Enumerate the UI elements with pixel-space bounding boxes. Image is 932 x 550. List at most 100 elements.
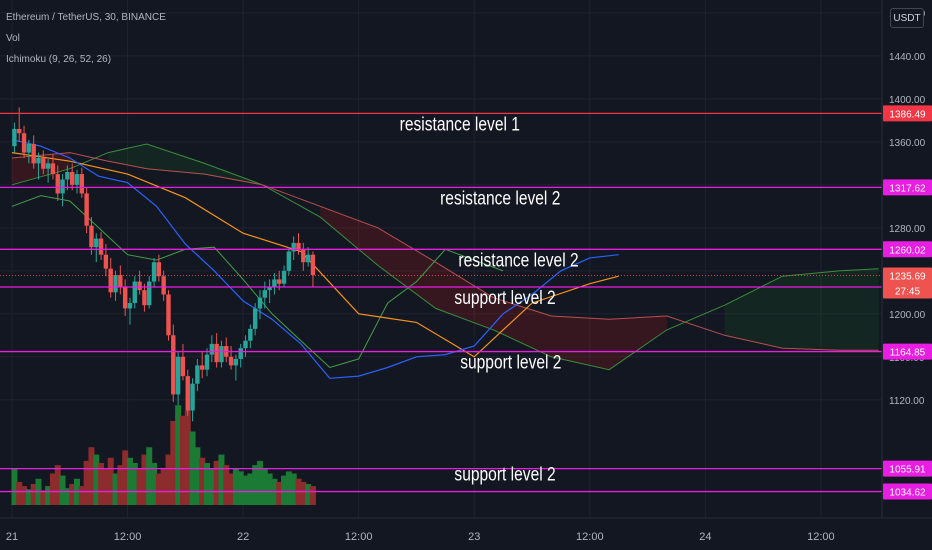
price-level-label: 1164.85 xyxy=(890,348,926,359)
volume-bar xyxy=(261,468,268,505)
currency-button[interactable]: USDT xyxy=(890,8,924,28)
volume-bar xyxy=(290,473,297,505)
candle-body xyxy=(151,262,157,282)
time-tick-label: 12:00 xyxy=(345,531,373,543)
volume-bar xyxy=(64,488,71,505)
price-level-tag xyxy=(883,241,932,258)
candle-body xyxy=(228,356,234,366)
candle-body xyxy=(41,157,46,169)
candle-body xyxy=(291,242,296,252)
candle-body xyxy=(233,358,239,366)
volume-bar xyxy=(223,465,230,505)
price-level-label: 1055.91 xyxy=(889,465,926,476)
volume-bar xyxy=(40,490,47,505)
volume-bar xyxy=(175,405,182,505)
volume-bar xyxy=(281,475,288,505)
volume-bar xyxy=(218,454,225,505)
volume-bar xyxy=(122,450,129,505)
price-tick-label: 1440.00 xyxy=(889,52,926,63)
candle-body xyxy=(137,281,142,291)
cloud-bullish-area xyxy=(724,268,879,351)
candle-body xyxy=(17,128,22,134)
kijun-sen-line xyxy=(11,152,619,358)
level-annotation: support level 2 xyxy=(460,351,561,373)
candle-body xyxy=(219,346,224,363)
volume-bar xyxy=(208,468,215,505)
candle-body xyxy=(248,328,253,341)
candle-body xyxy=(79,174,85,194)
candle-body xyxy=(214,343,219,363)
time-tick-label: 24 xyxy=(699,531,711,543)
time-tick-label: 22 xyxy=(237,531,249,543)
candle-body xyxy=(272,279,277,287)
time-tick-label: 21 xyxy=(6,531,18,543)
chikou-span-line xyxy=(11,195,504,369)
candle-body xyxy=(199,365,205,370)
volume-bar xyxy=(59,475,66,505)
volume-bar xyxy=(11,468,18,505)
senkou-span-a-line xyxy=(11,143,879,371)
candle-body xyxy=(310,254,316,276)
candle-body xyxy=(108,268,113,293)
candle-body xyxy=(127,303,133,309)
volume-bar xyxy=(21,486,28,505)
candle-body xyxy=(161,276,166,295)
candle-body xyxy=(257,297,263,309)
volume-bar xyxy=(266,473,273,505)
volume-bar xyxy=(107,457,114,505)
volume-bar xyxy=(83,460,90,505)
candle-body xyxy=(84,193,89,226)
volume-bar xyxy=(45,486,52,505)
current-price-tag xyxy=(883,267,932,299)
time-tick-label: 23 xyxy=(468,531,480,543)
volume-bar xyxy=(54,465,61,505)
cloud-bearish-area xyxy=(320,206,667,370)
candle-body xyxy=(301,249,306,263)
volume-bar xyxy=(194,447,201,505)
candle-body xyxy=(89,225,94,248)
volume-bar xyxy=(305,484,312,505)
countdown-label: 27:45 xyxy=(895,286,920,297)
volume-bar xyxy=(88,447,95,505)
volume-bar xyxy=(112,473,119,505)
candle-body xyxy=(209,343,215,355)
candle-body xyxy=(122,286,128,309)
candle-body xyxy=(26,144,32,153)
candle-body xyxy=(305,254,311,263)
candle-body xyxy=(31,144,36,164)
candle-body xyxy=(190,383,195,411)
candle-body xyxy=(132,281,137,304)
candle-body xyxy=(65,171,70,180)
candle-body xyxy=(94,238,99,248)
volume-bar xyxy=(252,465,259,505)
candle-body xyxy=(252,308,258,329)
volume-bar xyxy=(155,473,162,505)
candle-body xyxy=(277,279,282,284)
cloud-bearish-area xyxy=(12,152,70,185)
tenkan-sen-line xyxy=(11,139,619,379)
volume-bar xyxy=(204,463,211,505)
volume-bar xyxy=(232,468,239,505)
candle-body xyxy=(113,275,118,293)
current-price-label: 1235.69 xyxy=(889,271,926,282)
symbol-legend: Ethereum / TetherUS, 30, BINANCE xyxy=(6,12,166,23)
price-level-tag xyxy=(883,460,932,477)
price-tick-label: 1120.00 xyxy=(889,396,925,407)
candle-body xyxy=(142,290,147,306)
price-tick-label: 1360.00 xyxy=(889,138,926,149)
volume-bar xyxy=(170,421,177,505)
volume-bar xyxy=(25,489,32,505)
price-level-label: 1034.62 xyxy=(889,488,926,499)
candle-body xyxy=(60,179,65,194)
ichimoku-legend: Ichimoku (9, 26, 52, 26) xyxy=(6,54,112,65)
candle-body xyxy=(175,356,181,395)
time-tick-label: 12:00 xyxy=(114,531,142,543)
candle-body xyxy=(50,163,56,175)
volume-bar xyxy=(30,484,37,505)
cloud-bullish-area xyxy=(108,144,263,185)
candle-body xyxy=(36,157,41,164)
level-annotation: resistance level 2 xyxy=(440,187,560,209)
candle-body xyxy=(171,335,176,395)
